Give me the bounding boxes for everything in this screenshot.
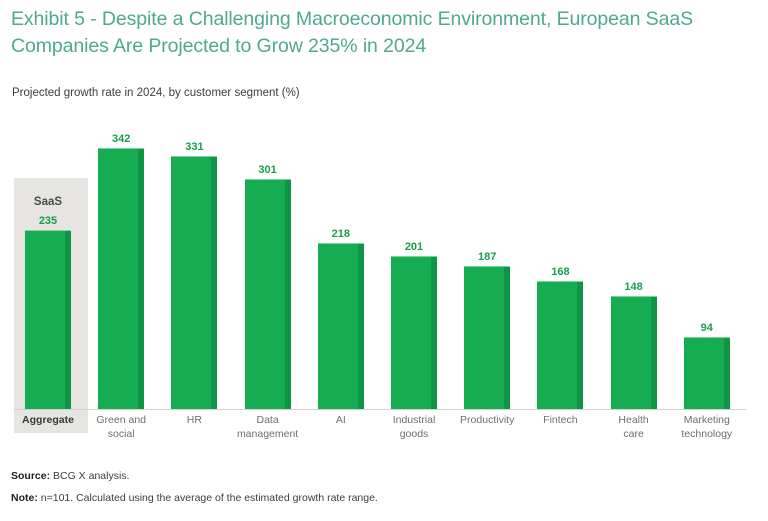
bar-cap — [171, 156, 218, 157]
bar-rect — [25, 230, 71, 409]
category-label-line: Marketing — [683, 414, 730, 426]
bar-value-label: 201 — [404, 241, 424, 253]
bar-cap — [683, 337, 730, 338]
x-axis-label-green-and-social: Green and social — [76, 413, 166, 441]
category-label-line: Fintech — [543, 414, 578, 426]
category-label-line: Green and — [96, 414, 146, 426]
bar-cap — [610, 296, 657, 297]
x-axis-label-marketing-technology: Marketing technology — [662, 413, 752, 441]
x-axis-label-productivity: Productivity — [442, 413, 532, 427]
bar-rect — [537, 281, 584, 409]
bar-rect — [610, 296, 657, 409]
bar-rect — [171, 156, 218, 409]
bar-cap — [391, 256, 437, 257]
chart-subtitle: Projected growth rate in 2024, by custom… — [12, 87, 300, 99]
bar-shade — [504, 266, 511, 409]
page-title: Exhibit 5 - Despite a Challenging Macroe… — [11, 8, 693, 57]
bar-cap — [317, 243, 364, 244]
category-label-line: goods — [399, 428, 429, 440]
bar-rect — [683, 337, 730, 409]
category-label-line: HR — [186, 414, 202, 426]
bar-cap — [464, 266, 511, 267]
bar-rect — [317, 243, 364, 409]
bar-shade — [431, 256, 437, 409]
bar-rect — [98, 148, 145, 409]
bar-shade — [577, 281, 584, 409]
category-label-line: Health — [618, 414, 649, 426]
bar-value-label: 94 — [700, 322, 713, 334]
source-text: BCG X analysis. — [50, 470, 130, 482]
category-label-line: Aggregate — [22, 414, 74, 426]
note-line: Note: n=101. Calculated using the averag… — [11, 492, 756, 504]
bar-value-label: 218 — [331, 228, 350, 240]
bar-shade — [211, 156, 218, 409]
category-label-line: AI — [335, 414, 346, 426]
bar-chart: 235 SaaS 342 331 301 218 201 187 168 148 94 Aggreg… — [0, 110, 768, 445]
bar-rect — [464, 266, 511, 409]
category-label-line: Data — [256, 414, 279, 426]
x-axis-label-data-management: Data management — [223, 413, 313, 441]
x-axis-label-fintech: Fintech — [515, 413, 605, 427]
note-label: Note: — [11, 492, 38, 504]
bar-shade — [138, 148, 145, 409]
x-axis-line — [14, 409, 746, 410]
bar-shade — [650, 296, 657, 409]
source-line: Source: BCG X analysis. — [11, 470, 756, 482]
bar-cap — [537, 281, 584, 282]
bar-cap — [98, 148, 145, 149]
category-label-line: management — [236, 428, 299, 440]
bar-value-label: 187 — [478, 251, 497, 263]
bar-cap — [25, 230, 71, 231]
category-label-line: technology — [681, 428, 733, 440]
note-text: n=101. Calculated using the average of t… — [37, 492, 378, 504]
x-axis-label-hr: HR — [149, 413, 239, 427]
bar-value-label: 168 — [551, 266, 570, 278]
bar-value-label: 148 — [624, 281, 643, 293]
bar-rect — [391, 256, 437, 409]
bar-shade — [65, 230, 71, 409]
x-axis-label-aggregate: Aggregate — [3, 413, 93, 427]
category-label-line: social — [107, 428, 135, 440]
bar-rect — [244, 179, 291, 409]
category-label-line: care — [623, 428, 644, 440]
bar-value-label: 331 — [185, 141, 204, 153]
source-label: Source: — [11, 470, 51, 482]
category-label-line: Productivity — [460, 414, 515, 426]
bar-shade — [723, 337, 730, 409]
bar-value-label: 342 — [112, 133, 131, 145]
x-axis-label-health-care: Health care — [589, 413, 679, 441]
bar-cap — [244, 179, 291, 180]
segment-tag-saas: SaaS — [33, 196, 63, 208]
category-label-line: Industrial — [392, 414, 436, 426]
bar-value-label: 301 — [258, 164, 277, 176]
x-axis-label-industrial-goods: Industrial goods — [369, 413, 459, 441]
bar-value-label: 235 — [38, 215, 58, 227]
bar-shade — [284, 179, 291, 409]
x-axis-label-ai: AI — [296, 413, 386, 427]
footnotes: Source: BCG X analysis. Note: n=101. Cal… — [11, 470, 756, 514]
bar-shade — [357, 243, 364, 409]
